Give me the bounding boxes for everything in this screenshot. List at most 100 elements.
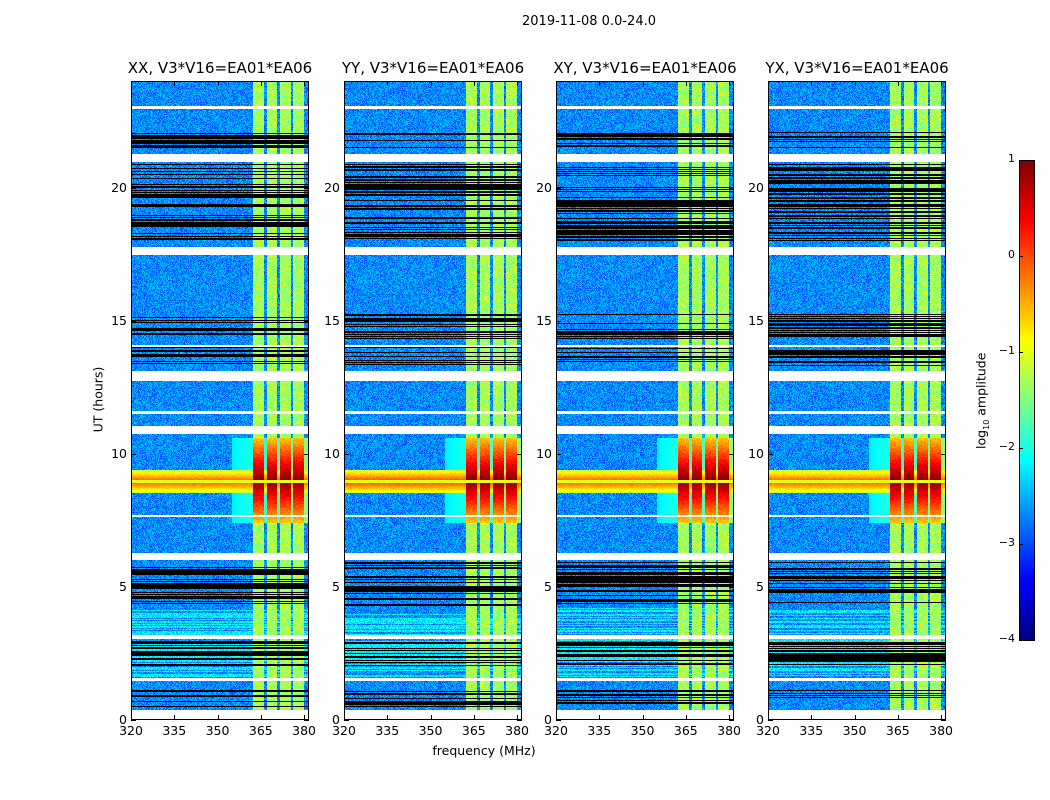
colorbar-tick-label: −2 [998,440,1015,453]
y-tick-mark [768,320,773,322]
x-tick-mark [217,81,219,86]
x-tick-label: 335 [587,723,612,738]
x-tick-label: 350 [630,723,655,738]
x-tick-mark [430,81,432,86]
x-tick-mark [260,81,262,86]
x-tick-mark [217,715,219,720]
x-tick-label: 320 [544,723,568,738]
x-tick-label: 365 [461,723,486,738]
y-tick-label: 5 [332,578,340,594]
colorbar-tick-mark [1019,448,1023,449]
y-tick-mark [344,453,349,455]
x-tick-label: 320 [119,723,143,738]
y-tick-label: 0 [119,712,127,727]
y-tick-mark [517,586,522,588]
x-tick-mark [387,715,389,720]
y-tick-mark [556,453,561,455]
x-tick-mark [897,81,899,86]
heatmap-image [132,82,308,719]
y-tick-mark [131,187,136,189]
x-tick-mark [642,81,644,86]
colorbar-tick-label: −3 [998,536,1015,549]
x-tick-mark [729,81,731,86]
y-tick-mark [729,453,734,455]
x-tick-mark [517,81,519,86]
x-tick-mark [811,81,813,86]
x-tick-label: 350 [842,723,867,738]
panel-title: YX, V3*V16=EA01*EA06 [765,59,949,77]
x-tick-mark [131,715,132,720]
y-tick-mark [556,320,561,322]
y-tick-mark [768,586,773,588]
x-tick-mark [685,81,687,86]
colorbar-tick-label: 1 [1008,152,1015,165]
y-tick-mark [941,453,946,455]
y-tick-mark [131,320,136,322]
colorbar-tick-mark [1019,544,1023,545]
y-tick-mark [131,586,136,588]
colorbar-tick-mark [1019,352,1023,353]
x-tick-mark [473,715,475,720]
y-tick-mark [131,720,136,721]
heatmap-image [769,82,945,719]
panel-title: XX, V3*V16=EA01*EA06 [127,59,313,77]
y-tick-label: 10 [324,445,340,461]
panel-title: XY, V3*V16=EA01*EA06 [553,59,737,77]
y-tick-label: 10 [748,445,764,461]
x-tick-mark [685,715,687,720]
y-tick-mark [304,453,309,455]
x-tick-label: 380 [292,723,317,738]
colorbar-tick-mark [1019,640,1023,641]
colorbar [1019,160,1035,641]
y-tick-mark [344,586,349,588]
y-tick-label: 0 [332,712,340,727]
x-tick-label: 320 [332,723,356,738]
x-tick-mark [387,81,389,86]
x-tick-mark [556,81,557,86]
y-tick-mark [768,720,773,721]
x-axis-label: frequency (MHz) [432,743,536,758]
y-tick-mark [556,187,561,189]
y-tick-label: 15 [324,312,340,328]
y-tick-label: 20 [536,179,552,195]
heatmap-image [557,82,733,719]
y-tick-mark [729,320,734,322]
x-tick-label: 335 [375,723,400,738]
x-tick-mark [768,715,769,720]
x-tick-mark [304,81,306,86]
spectrogram-panel [556,81,734,720]
x-tick-label: 365 [673,723,698,738]
x-tick-label: 365 [248,723,273,738]
y-tick-mark [517,453,522,455]
x-tick-mark [556,715,557,720]
y-tick-mark [729,586,734,588]
y-axis-label: UT (hours) [90,366,106,433]
y-tick-mark [517,320,522,322]
figure-suptitle: 2019-11-08 0.0-24.0 [522,14,656,29]
x-tick-mark [131,81,132,86]
x-tick-mark [599,81,601,86]
y-tick-mark [941,320,946,322]
y-tick-label: 15 [748,312,764,328]
x-tick-mark [897,715,899,720]
x-tick-mark [941,81,943,86]
x-tick-mark [768,81,769,86]
y-tick-label: 5 [544,578,552,594]
x-tick-mark [729,715,731,720]
x-tick-mark [260,715,262,720]
colorbar-tick-label: −1 [998,344,1015,357]
y-tick-label: 5 [119,578,127,594]
x-tick-label: 335 [799,723,824,738]
y-tick-mark [768,453,773,455]
x-tick-label: 380 [929,723,954,738]
y-tick-mark [556,720,561,721]
y-tick-mark [304,586,309,588]
y-tick-label: 0 [544,712,552,727]
y-tick-mark [941,720,946,721]
y-tick-mark [131,453,136,455]
x-tick-label: 380 [717,723,742,738]
x-tick-mark [344,81,345,86]
x-tick-label: 350 [205,723,230,738]
y-tick-mark [941,586,946,588]
